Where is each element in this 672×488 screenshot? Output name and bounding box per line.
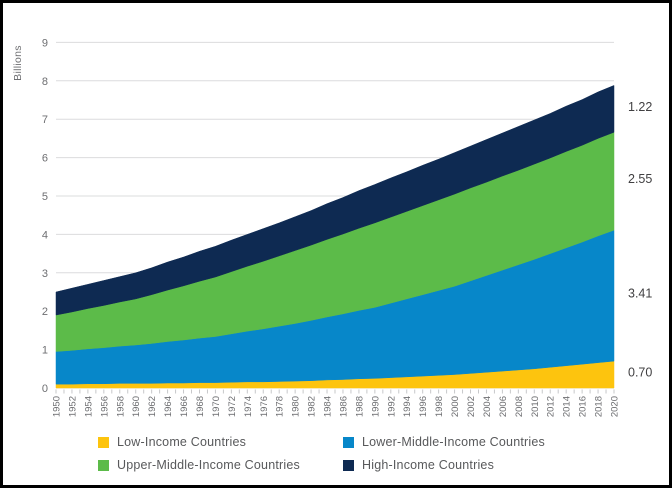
svg-text:1982: 1982 (307, 396, 318, 417)
svg-text:1960: 1960 (131, 396, 142, 417)
svg-text:2000: 2000 (450, 396, 461, 417)
svg-text:1998: 1998 (434, 396, 445, 417)
svg-text:1962: 1962 (147, 396, 158, 417)
legend-swatch-lower-middle-income (343, 436, 354, 448)
svg-text:2016: 2016 (578, 396, 589, 417)
svg-text:1994: 1994 (402, 396, 413, 417)
chart-legend: Low-Income Countries Lower-Middle-Income… (98, 431, 545, 476)
svg-text:8: 8 (42, 76, 48, 88)
svg-text:1996: 1996 (418, 396, 429, 417)
x-axis-ticks (55, 389, 615, 394)
legend-label-low-income: Low-Income Countries (117, 435, 247, 449)
svg-text:0.70: 0.70 (628, 366, 652, 380)
legend-item-upper-middle-income: Upper-Middle-Income Countries (98, 454, 343, 476)
svg-text:1976: 1976 (259, 396, 270, 417)
legend-item-high-income: High-Income Countries (343, 454, 545, 476)
svg-text:4: 4 (42, 229, 48, 241)
svg-text:1956: 1956 (99, 396, 110, 417)
svg-text:1964: 1964 (163, 396, 174, 417)
svg-text:2: 2 (42, 306, 48, 318)
svg-text:2012: 2012 (546, 396, 557, 417)
svg-text:1: 1 (42, 345, 48, 357)
svg-text:3.41: 3.41 (628, 287, 652, 301)
svg-text:2006: 2006 (498, 396, 509, 417)
svg-text:1.22: 1.22 (628, 100, 652, 114)
svg-text:7: 7 (42, 114, 48, 126)
area-high-income-countries (55, 85, 615, 316)
svg-text:1958: 1958 (115, 396, 126, 417)
svg-text:1950: 1950 (52, 396, 63, 417)
legend-swatch-upper-middle-income (98, 459, 109, 471)
svg-text:6: 6 (42, 153, 48, 165)
svg-text:1980: 1980 (291, 396, 302, 417)
end-value-labels: 0.70 3.41 2.55 1.22 (628, 100, 652, 380)
svg-text:1972: 1972 (227, 396, 238, 417)
legend-label-high-income: High-Income Countries (362, 458, 495, 472)
svg-text:2014: 2014 (562, 396, 573, 417)
svg-text:1974: 1974 (243, 396, 254, 417)
svg-text:1978: 1978 (275, 396, 286, 417)
svg-text:1986: 1986 (338, 396, 349, 417)
svg-text:1990: 1990 (370, 396, 381, 417)
legend-item-lower-middle-income: Lower-Middle-Income Countries (343, 431, 545, 453)
y-axis-labels: 0 1 2 3 4 5 6 7 8 9 (42, 37, 48, 395)
legend-swatch-high-income (343, 459, 354, 471)
legend-label-upper-middle-income: Upper-Middle-Income Countries (117, 458, 300, 472)
svg-text:2002: 2002 (466, 396, 477, 417)
svg-text:5: 5 (42, 191, 48, 203)
svg-text:2010: 2010 (530, 396, 541, 417)
legend-swatch-low-income (98, 436, 109, 448)
legend-item-low-income: Low-Income Countries (98, 431, 343, 453)
svg-text:2020: 2020 (610, 396, 621, 417)
area-series (55, 85, 615, 389)
y-axis-title: Billions (12, 45, 24, 81)
svg-text:9: 9 (42, 37, 48, 49)
svg-text:1970: 1970 (211, 396, 222, 417)
svg-text:1984: 1984 (323, 396, 334, 417)
svg-text:2018: 2018 (594, 396, 605, 417)
svg-text:3: 3 (42, 268, 48, 280)
svg-text:1954: 1954 (83, 396, 94, 417)
svg-text:0: 0 (42, 383, 48, 395)
svg-text:2.55: 2.55 (628, 172, 652, 186)
svg-text:2004: 2004 (482, 396, 493, 417)
legend-label-lower-middle-income: Lower-Middle-Income Countries (362, 435, 545, 449)
svg-text:2008: 2008 (514, 396, 525, 417)
svg-text:1952: 1952 (67, 396, 78, 417)
x-axis-labels: 1950 1952 1954 1956 1958 1960 1962 1964 1966 1968… (52, 396, 621, 417)
svg-text:1966: 1966 (179, 396, 190, 417)
svg-text:1988: 1988 (354, 396, 365, 417)
svg-text:1992: 1992 (386, 396, 397, 417)
svg-text:1968: 1968 (195, 396, 206, 417)
